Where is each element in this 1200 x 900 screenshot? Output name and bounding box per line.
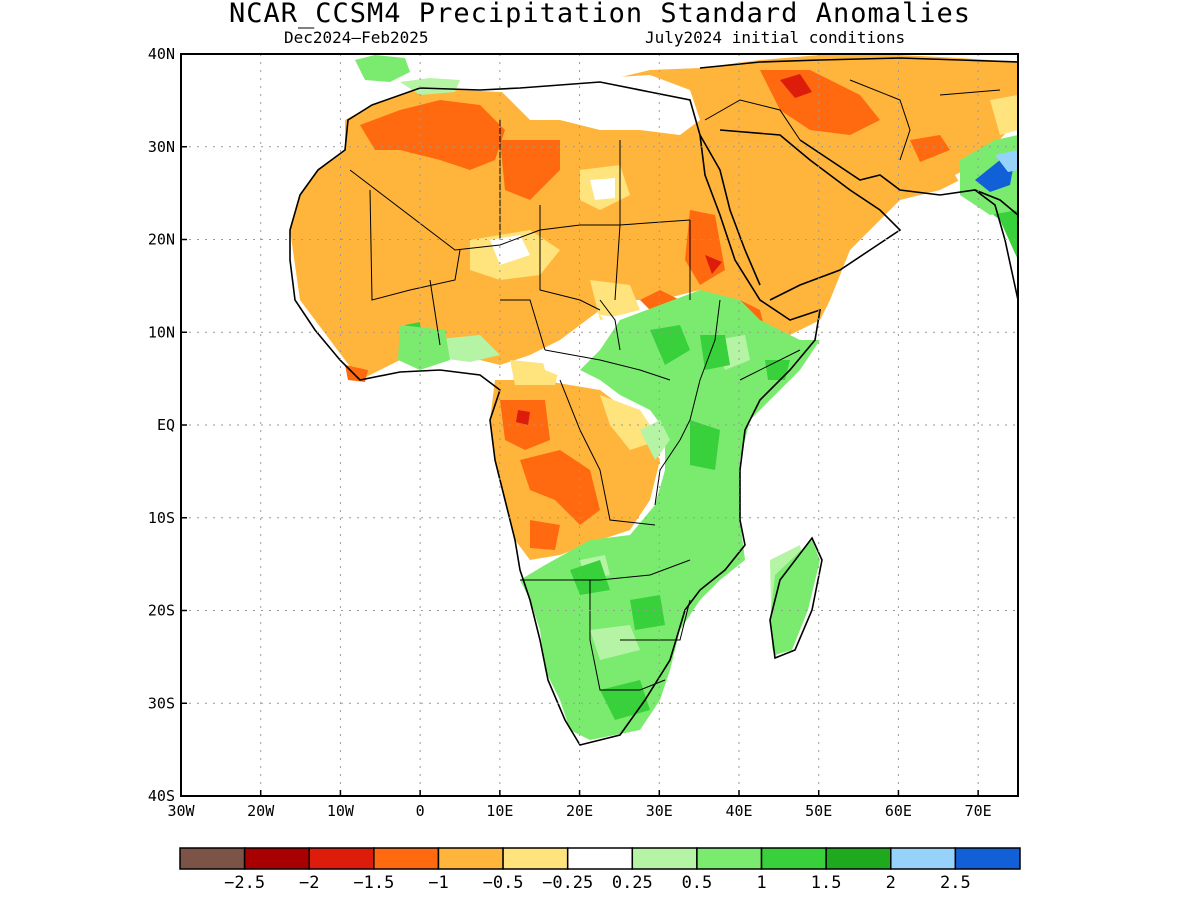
wet-far-northwest (400, 78, 460, 95)
india-coast (974, 189, 1018, 301)
lat-tick-label: EQ (157, 416, 175, 434)
africa-coastline (289, 81, 822, 746)
lon-tick-label: 60E (885, 802, 912, 820)
lon-tick-label: 70E (965, 802, 992, 820)
colorbar-label: 1.5 (811, 873, 842, 893)
wet-west-coast (398, 325, 450, 370)
colorbar-swatch (179, 847, 246, 870)
persian-gulf-coast (799, 139, 1018, 216)
strong-dry-patches (516, 74, 812, 425)
colorbar-swatch (308, 847, 375, 870)
colorbar-swatch (825, 847, 892, 870)
lon-tick-label: 30W (167, 802, 195, 820)
lat-tick-label: 20N (148, 231, 175, 249)
north-coast (699, 57, 1018, 69)
forecast-period: Dec2024–Feb2025 (284, 28, 429, 47)
colorbar-swatch (696, 847, 763, 870)
near-normal-north (500, 75, 700, 135)
moderate-dry-patches (345, 70, 950, 550)
lat-tick-label: 20S (148, 602, 175, 620)
colorbar-swatch (373, 847, 440, 870)
colorbar-swatch (502, 847, 569, 870)
colorbar-label: −2 (299, 873, 319, 893)
colorbar-label: 2.5 (940, 873, 971, 893)
initial-conditions: July2024 initial conditions (645, 28, 906, 47)
lat-tick-label: 30N (148, 138, 175, 156)
lon-tick-label: 20W (247, 802, 275, 820)
coastlines (289, 57, 1018, 746)
colorbar-swatch (243, 847, 310, 870)
colorbar-swatch (566, 847, 634, 870)
colorbar-label: −1.5 (353, 873, 394, 893)
colorbar: −2.5 −2 −1.5 −1 −0.5 −0.25 0.25 0.5 1 1.5 2 2.5 (179, 847, 1021, 893)
colorbar-label: 0.5 (682, 873, 713, 893)
colorbar-label: 2 (886, 873, 896, 893)
colorbar-swatch (437, 847, 504, 870)
arabian-coast (719, 129, 902, 301)
colorbar-label: −0.5 (483, 873, 524, 893)
lat-tick-label: 40S (148, 787, 175, 805)
colorbar-swatch (954, 847, 1021, 870)
longitude-axis: 30W 20W 10W 0 10E 20E 30E 40E 50E 60E 70E (167, 790, 992, 820)
lon-tick-label: 20E (566, 802, 593, 820)
colorbar-swatch (890, 847, 957, 870)
lon-tick-label: 10E (486, 802, 513, 820)
graticule (181, 54, 1018, 796)
lat-tick-label: 40N (148, 45, 175, 63)
map-title: NCAR_CCSM4 Precipitation Standard Anomal… (229, 0, 971, 29)
madagascar-coast (769, 536, 823, 660)
wet-madagascar (770, 540, 820, 655)
light-blue-gujarat (995, 150, 1018, 172)
latitude-axis: 40N 30N 20N 10N EQ 10S 20S 30S 40S (148, 45, 187, 805)
colorbar-label: 1 (756, 873, 766, 893)
lat-tick-label: 30S (148, 694, 175, 712)
colorbar-label: −1 (428, 873, 448, 893)
lat-tick-label: 10N (148, 323, 175, 341)
lon-tick-label: 30E (646, 802, 673, 820)
wet-east-africa (520, 290, 820, 740)
colorbar-label: −0.25 (542, 873, 593, 893)
lat-tick-label: 10S (148, 509, 175, 527)
lon-tick-label: 0 (416, 802, 425, 820)
lon-tick-label: 50E (805, 802, 832, 820)
colorbar-swatch (631, 847, 698, 870)
lon-tick-label: 40E (725, 802, 752, 820)
wet-northwest (355, 55, 410, 82)
red-sea-coast (699, 134, 761, 286)
colorbar-label: −2.5 (224, 873, 265, 893)
colorbar-swatch (760, 847, 827, 870)
colorbar-label: 0.25 (612, 873, 653, 893)
lon-tick-label: 10W (327, 802, 355, 820)
country-borders (349, 79, 1001, 691)
